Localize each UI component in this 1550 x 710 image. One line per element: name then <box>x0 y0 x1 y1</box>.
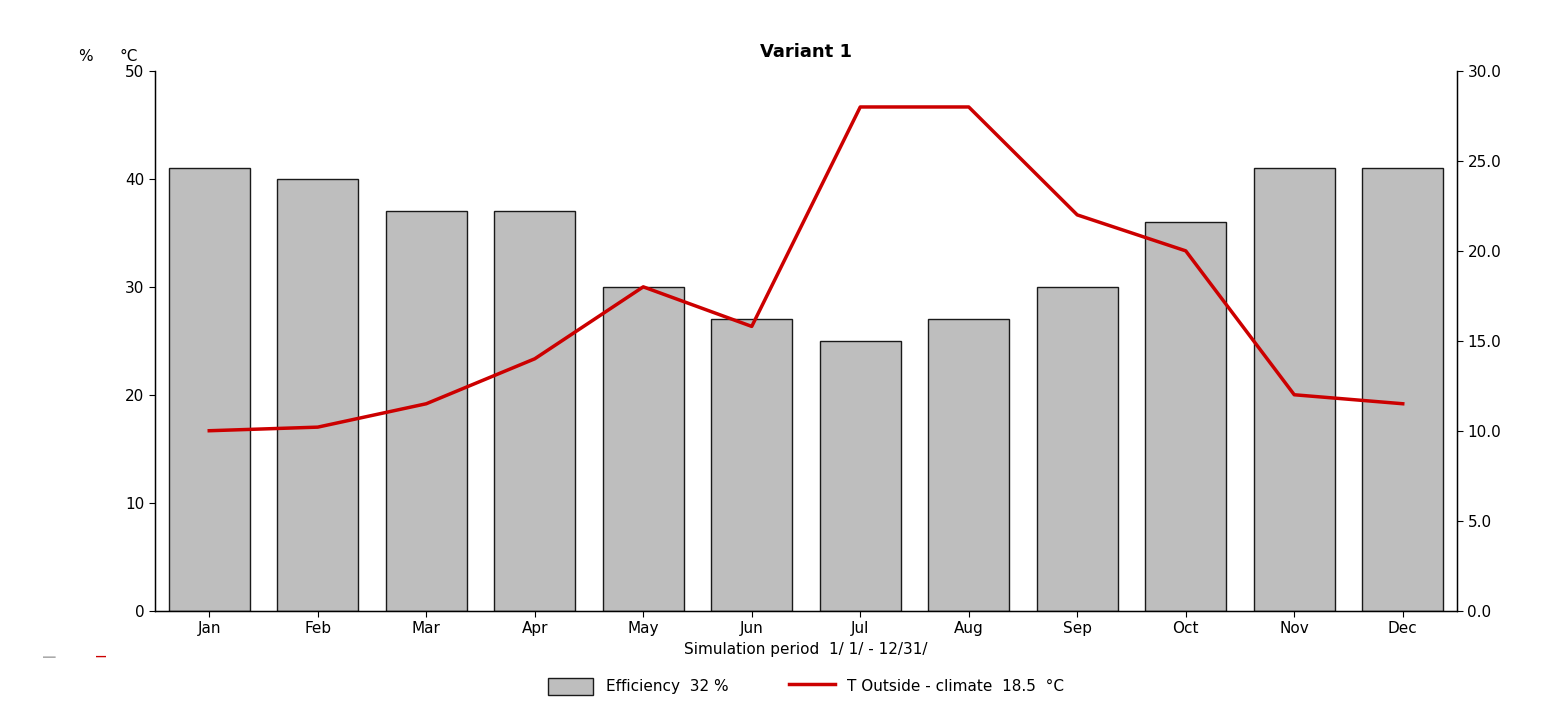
Bar <box>386 212 467 611</box>
Bar <box>494 212 575 611</box>
Text: °C: °C <box>119 49 138 64</box>
Bar <box>603 287 684 611</box>
Text: —: — <box>96 648 105 666</box>
X-axis label: Simulation period  1/ 1/ - 12/31/: Simulation period 1/ 1/ - 12/31/ <box>684 642 928 657</box>
Bar <box>1037 287 1118 611</box>
Title: Variant 1: Variant 1 <box>760 43 853 61</box>
Bar <box>1254 168 1335 611</box>
Bar <box>1362 168 1443 611</box>
Bar <box>277 179 358 611</box>
Legend: Efficiency  32 %, T Outside - climate  18.5  °C: Efficiency 32 %, T Outside - climate 18.… <box>539 670 1073 703</box>
Text: —: — <box>43 647 56 667</box>
Text: %: % <box>78 49 93 64</box>
Bar <box>711 320 792 611</box>
Bar <box>169 168 250 611</box>
Bar <box>820 341 901 611</box>
Bar <box>1145 222 1226 611</box>
Bar <box>928 320 1009 611</box>
